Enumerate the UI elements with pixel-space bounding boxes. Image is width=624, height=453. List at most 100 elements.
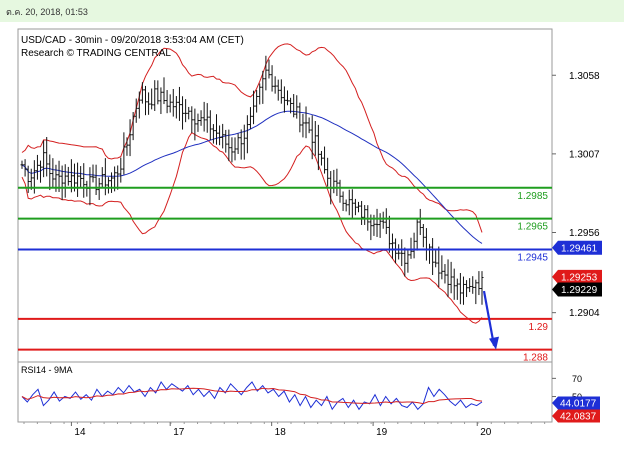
level-label: 1.29	[529, 322, 549, 333]
price-bar	[143, 85, 147, 116]
price-bar	[298, 102, 302, 133]
level-label: 1.2945	[517, 252, 548, 263]
price-bar	[276, 79, 280, 101]
price-bar	[403, 247, 407, 277]
price-bar	[177, 86, 181, 121]
price-bar	[224, 129, 228, 153]
price-bar	[227, 129, 231, 162]
price-bar	[97, 177, 101, 200]
price-bar	[421, 224, 425, 248]
y-axis-labels: 1.3058 1.3007 1.2956 1.2904	[552, 71, 600, 319]
price-bar	[221, 123, 225, 149]
price-bar	[353, 198, 357, 216]
price-bar	[103, 158, 107, 196]
forecast-arrow-head	[489, 336, 499, 350]
x-tick-label: 18	[275, 427, 287, 438]
price-bar	[465, 280, 469, 298]
price-bar	[125, 137, 129, 156]
price-bar	[437, 246, 441, 288]
price-bar	[387, 215, 391, 253]
price-bar	[316, 124, 320, 171]
price-bar	[116, 165, 120, 190]
rsi-tag-label: 44.0177	[560, 399, 597, 410]
price-bar	[261, 70, 265, 104]
price-bar	[69, 159, 73, 193]
price-bar	[168, 94, 172, 113]
x-tick-label: 19	[376, 427, 388, 438]
price-bar	[131, 112, 135, 141]
rsi-title: RSI14 - 9MA	[21, 365, 73, 375]
price-bar	[91, 164, 95, 183]
y-tick-label: 1.3007	[569, 149, 600, 160]
price-bar	[20, 160, 24, 169]
price-bar	[279, 79, 283, 104]
price-bar	[412, 232, 416, 259]
price-bar	[344, 199, 348, 212]
rsi-tag-shape	[552, 409, 600, 423]
price-bar	[165, 90, 169, 114]
price-bar	[88, 167, 92, 206]
bollinger-lower	[21, 132, 483, 324]
main-panel-frame	[17, 28, 553, 363]
price-bar	[471, 276, 475, 294]
price-bar	[326, 157, 330, 187]
price-bar	[51, 158, 55, 188]
price-bar	[273, 76, 277, 94]
rsi-y-tick-label: 70	[572, 374, 582, 384]
price-bar	[208, 110, 212, 141]
price-bar	[363, 205, 367, 225]
level-label: 1.2985	[517, 191, 548, 202]
price-bar	[335, 168, 339, 196]
price-bar	[128, 119, 132, 157]
price-bar	[190, 106, 194, 133]
y-tick-label: 1.3058	[569, 71, 600, 82]
price-bar	[193, 108, 197, 141]
price-bar	[394, 238, 398, 264]
price-bar	[66, 166, 70, 186]
price-bar	[119, 157, 123, 183]
price-bar	[477, 271, 481, 296]
price-bar	[205, 103, 209, 133]
price-bar	[443, 264, 447, 284]
price-bar	[310, 115, 314, 160]
price-bar	[415, 218, 419, 251]
price-bar	[100, 167, 104, 188]
price-bar	[400, 239, 404, 267]
price-bar	[390, 233, 394, 259]
price-bar	[270, 65, 274, 92]
price-bar	[409, 237, 413, 259]
moving-average	[21, 110, 483, 244]
price-bar	[242, 124, 246, 160]
price-bar	[174, 96, 178, 119]
timestamp: ต.ค. 20, 2018, 01:53	[6, 7, 88, 17]
y-tick-label: 1.2956	[569, 228, 600, 239]
price-bar	[468, 278, 472, 293]
price-bar	[434, 248, 438, 268]
price-bar	[301, 113, 305, 138]
price-bar	[458, 273, 462, 305]
price-bar	[140, 82, 144, 104]
x-tick-label: 17	[173, 427, 185, 438]
price-bar	[313, 120, 317, 156]
price-bar	[48, 154, 52, 191]
forecast-arrow	[482, 290, 496, 346]
price-bar	[347, 189, 351, 216]
price-bar	[258, 83, 262, 105]
price-tag: 1.29461	[552, 240, 602, 255]
price-bar	[159, 87, 163, 115]
price-bar	[199, 110, 203, 126]
price-bar	[341, 191, 345, 211]
price-tag-label: 1.29461	[561, 243, 598, 254]
chart-title: USD/CAD - 30min - 09/20/2018 3:53:04 AM …	[21, 35, 244, 46]
level-label: 1.2965	[517, 222, 548, 233]
price-bar	[360, 200, 364, 225]
price-bar	[446, 259, 450, 298]
price-bar	[267, 59, 271, 79]
price-bar	[292, 94, 296, 118]
price-bar	[406, 250, 410, 273]
price-bar	[214, 114, 218, 145]
price-bar	[76, 162, 80, 197]
price-bar	[381, 211, 385, 229]
price-bar	[181, 96, 185, 130]
